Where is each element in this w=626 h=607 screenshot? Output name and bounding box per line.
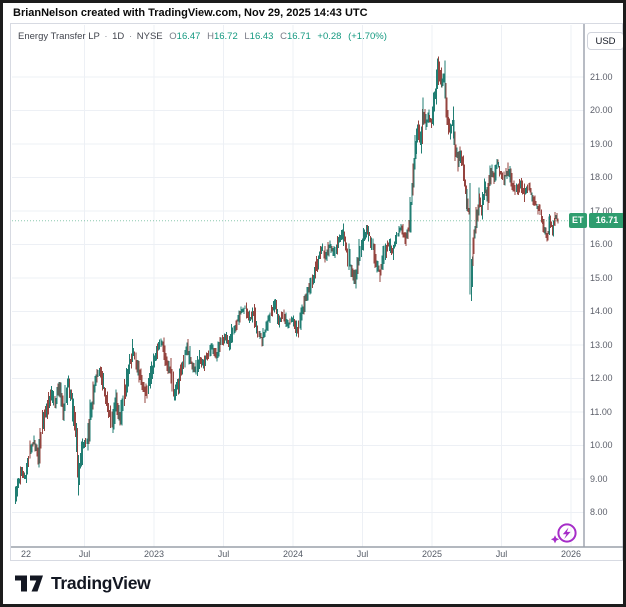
ohlc-low-label: L <box>244 31 250 42</box>
symbol-interval: 1D <box>112 31 125 42</box>
candlestick-chart-canvas[interactable] <box>11 24 624 562</box>
time-tick-label: Jul <box>217 549 230 559</box>
price-tick-label: 19.00 <box>590 138 613 149</box>
price-tick-label: 17.00 <box>590 205 613 216</box>
price-tick-label: 8.00 <box>590 507 608 517</box>
lightning-circle-with-spark-icon[interactable] <box>547 521 579 549</box>
price-tick-label: 14.00 <box>590 306 613 316</box>
chart-widget: Energy Transfer LP · 1D · NYSE O16.47 H1… <box>10 23 623 561</box>
time-tick-label: 2023 <box>143 549 165 559</box>
tradingview-brand-text: TradingView <box>51 573 151 593</box>
price-tick-label: 15.00 <box>590 272 613 283</box>
time-tick-label: 2025 <box>421 549 443 559</box>
currency-button[interactable]: USD <box>587 32 623 50</box>
price-tick-label: 13.00 <box>590 339 613 350</box>
tradingview-logo-icon <box>15 575 43 592</box>
last-price-badge-symbol: ET <box>569 213 587 229</box>
price-tick-label: 18.00 <box>590 172 613 182</box>
change-value: +0.28 <box>317 31 342 42</box>
candles-layer <box>15 56 559 504</box>
time-tick-label: Jul <box>356 549 369 559</box>
change-percent: (+1.70%) <box>348 31 387 42</box>
time-tick-label: 2024 <box>282 549 304 559</box>
time-tick-label: 2026 <box>560 549 582 559</box>
last-price-badge-value: 16.71 <box>588 213 623 229</box>
last-price-badge: ET 16.71 <box>569 213 623 229</box>
price-tick-label: 16.00 <box>590 239 613 249</box>
separator: · <box>104 31 108 42</box>
time-tick-label: Jul <box>78 549 91 559</box>
time-tick-label: 22 <box>20 549 31 559</box>
separator: · <box>128 31 133 42</box>
ohlc-low-value: 16.43 <box>249 31 274 42</box>
symbol-name: Energy Transfer LP <box>18 31 100 42</box>
footer-branding[interactable]: TradingView <box>14 573 151 594</box>
price-tick-label: 12.00 <box>590 373 613 383</box>
symbol-header[interactable]: Energy Transfer LP · 1D · NYSE O16.47 H1… <box>18 31 387 42</box>
attribution-text: BrianNelson created with TradingView.com… <box>13 7 368 19</box>
price-tick-label: 10.00 <box>590 440 613 450</box>
price-tick-label: 9.00 <box>590 473 608 484</box>
time-tick-label: Jul <box>495 549 508 559</box>
ohlc-high-label: H <box>207 31 214 42</box>
ohlc-open-label: O <box>169 31 177 42</box>
ohlc-open-value: 16.47 <box>176 31 201 42</box>
grid-layer <box>12 25 584 547</box>
symbol-exchange: NYSE <box>136 31 163 42</box>
ohlc-high-value: 16.72 <box>213 31 238 42</box>
price-tick-label: 11.00 <box>590 406 612 417</box>
ohlc-close-label: C <box>280 31 287 42</box>
ohlc-close-value: 16.71 <box>286 31 311 42</box>
price-tick-label: 21.00 <box>590 71 613 82</box>
price-tick-label: 20.00 <box>590 105 613 115</box>
